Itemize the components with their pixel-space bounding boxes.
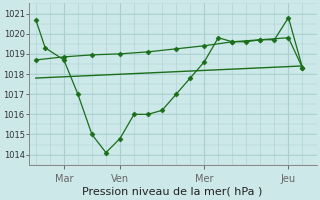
X-axis label: Pression niveau de la mer( hPa ): Pression niveau de la mer( hPa ): [83, 187, 263, 197]
